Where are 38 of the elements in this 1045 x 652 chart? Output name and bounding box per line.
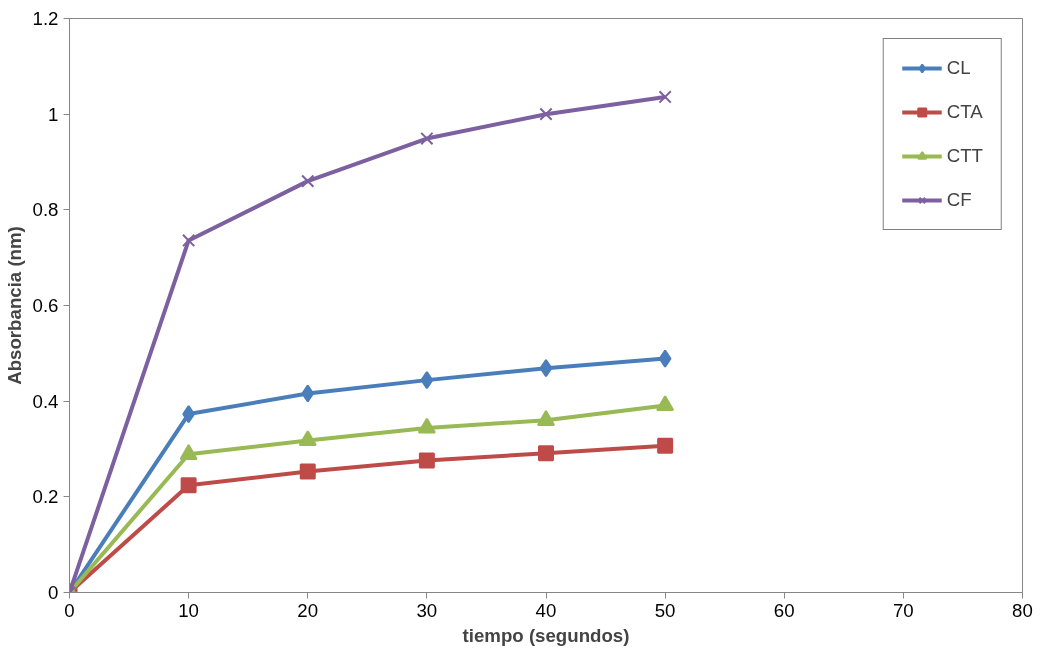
point xyxy=(299,463,316,480)
legend-label: CL xyxy=(946,57,971,79)
y-tick-label: 0.6 xyxy=(32,295,59,316)
x-tick-label: 60 xyxy=(773,599,795,621)
x-tick-label: 30 xyxy=(416,599,438,621)
point xyxy=(656,395,675,412)
x-tick-label: 40 xyxy=(535,599,557,621)
point xyxy=(538,445,554,462)
y-tick-label: 1.2 xyxy=(32,8,59,29)
point xyxy=(181,233,196,248)
point xyxy=(298,430,317,447)
point xyxy=(658,90,672,104)
x-tick-label: 20 xyxy=(297,599,319,621)
legend-label: CTA xyxy=(946,101,983,123)
x-tick-label: 70 xyxy=(893,599,914,621)
point xyxy=(301,174,315,188)
x-tick-label: 0 xyxy=(64,599,75,621)
point xyxy=(657,437,674,454)
legend-label: CF xyxy=(946,189,972,211)
point xyxy=(539,107,553,121)
y-tick-label: 1 xyxy=(48,103,59,125)
x-tick-label: 50 xyxy=(654,599,676,621)
y-tick-label: 0.2 xyxy=(32,486,59,508)
y-tick-label: 0.8 xyxy=(32,199,59,221)
x-tick-label: 80 xyxy=(1012,599,1033,621)
point xyxy=(180,477,197,494)
point xyxy=(301,384,315,403)
y-axis-title: Absorbancia (nm) xyxy=(3,226,25,385)
point xyxy=(539,359,553,378)
point xyxy=(658,349,672,368)
point xyxy=(420,131,434,146)
y-tick-label: 0.4 xyxy=(32,390,59,412)
legend-label: CTT xyxy=(946,145,983,167)
point xyxy=(418,452,435,469)
point xyxy=(420,371,434,390)
x-axis-title: tiempo (segundos) xyxy=(462,624,630,646)
y-tick-label: 0 xyxy=(48,582,59,603)
x-tick-label: 10 xyxy=(178,599,200,621)
